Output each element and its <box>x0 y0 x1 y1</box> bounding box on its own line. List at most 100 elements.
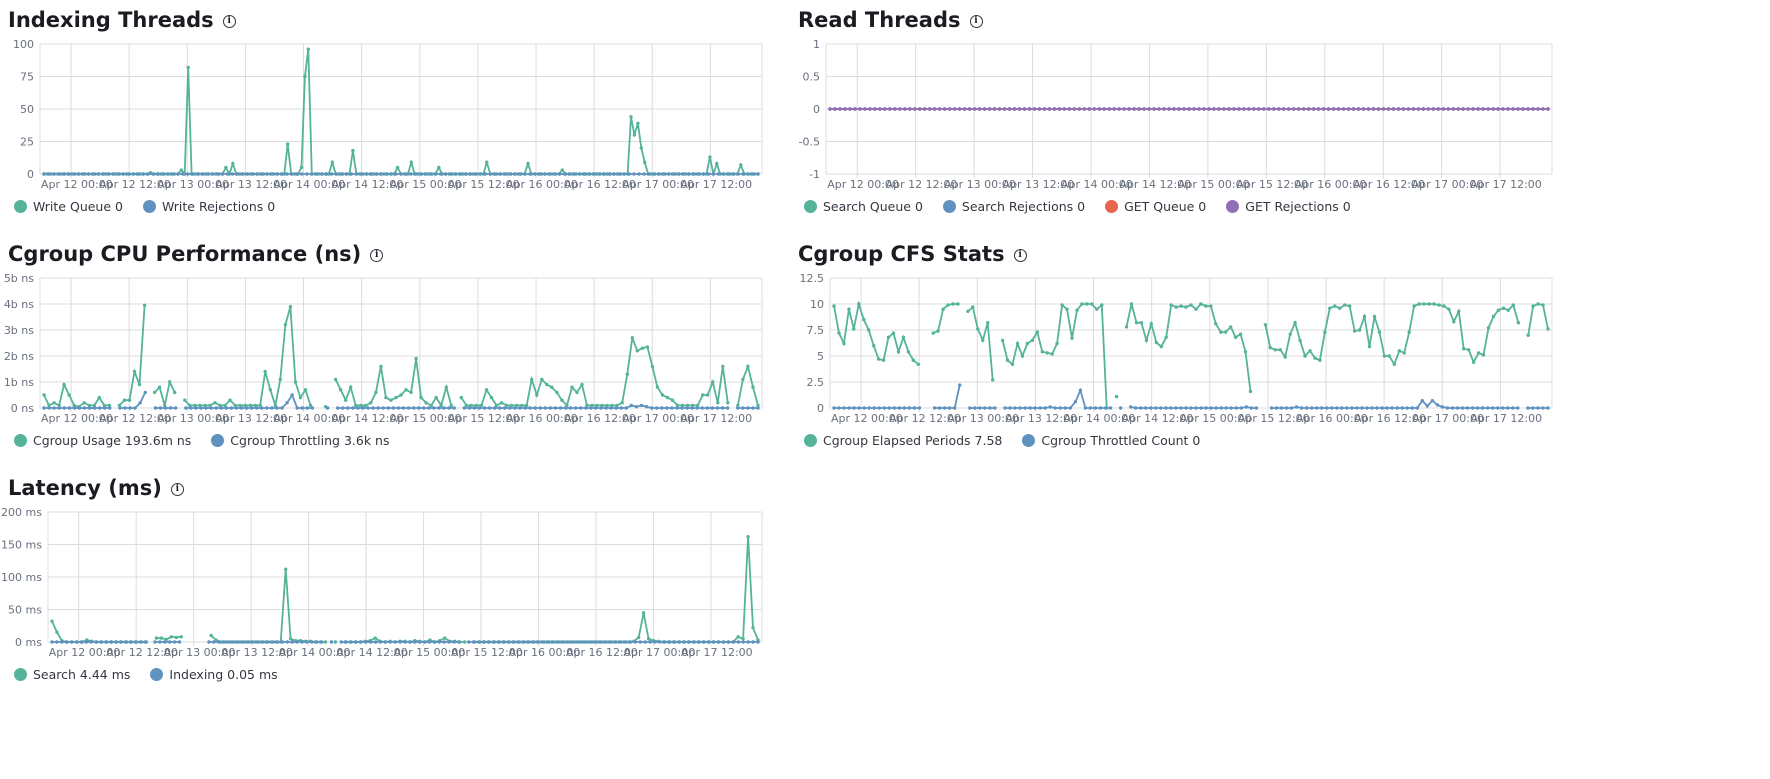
data-point <box>1521 107 1525 111</box>
x-tick-label: Apr 15 00:00 <box>1178 178 1250 191</box>
data-point <box>478 172 482 176</box>
legend-item[interactable]: Indexing 0.05 ms <box>150 667 278 682</box>
data-point <box>168 380 172 384</box>
info-icon[interactable]: i <box>170 482 184 496</box>
data-point <box>244 406 249 410</box>
x-tick-label: Apr 16 12:00 <box>566 646 638 659</box>
data-point <box>1149 406 1153 410</box>
info-icon[interactable]: i <box>222 14 236 28</box>
y-tick-label: 12.5 <box>800 272 825 285</box>
data-point <box>288 304 293 309</box>
legend-item[interactable]: Search 4.44 ms <box>14 667 130 682</box>
data-point <box>97 395 102 400</box>
legend-item[interactable]: Write Queue 0 <box>14 199 123 214</box>
x-tick-label: Apr 13 12:00 <box>215 412 287 425</box>
data-point <box>833 107 837 111</box>
data-point <box>1350 406 1354 410</box>
data-point <box>907 406 912 410</box>
data-point <box>653 640 657 644</box>
data-point <box>344 640 348 644</box>
data-point <box>1299 406 1304 410</box>
y-tick-label: 25 <box>20 136 34 149</box>
data-point <box>506 640 510 644</box>
data-point <box>708 155 712 159</box>
data-point <box>255 406 259 410</box>
data-point <box>1012 107 1017 111</box>
data-point <box>592 172 597 176</box>
cgroup-cfs-legend: Cgroup Elapsed Periods 7.58 Cgroup Thrott… <box>804 433 1200 448</box>
data-point <box>658 640 662 644</box>
legend-item[interactable]: Cgroup Throttled Count 0 <box>1022 433 1200 448</box>
legend-item[interactable]: GET Rejections 0 <box>1226 199 1351 214</box>
data-point <box>1139 406 1143 410</box>
data-point <box>584 406 588 410</box>
data-point <box>1546 406 1550 410</box>
data-point <box>1365 406 1369 410</box>
data-point <box>275 406 279 410</box>
info-icon[interactable]: i <box>370 248 384 262</box>
data-point <box>437 406 441 410</box>
data-point <box>1000 338 1005 343</box>
data-point <box>560 398 564 402</box>
data-point <box>229 406 234 410</box>
cgroup-cpu-legend: Cgroup Usage 193.6m ns Cgroup Throttling … <box>14 433 389 448</box>
data-point <box>1117 107 1121 111</box>
data-point <box>146 172 150 176</box>
data-point <box>86 172 91 176</box>
data-point <box>1242 107 1246 111</box>
legend-item[interactable]: Cgroup Usage 193.6m ns <box>14 433 191 448</box>
data-point <box>627 172 631 176</box>
data-point <box>47 172 51 176</box>
data-point <box>997 107 1002 111</box>
data-point <box>1441 107 1445 111</box>
data-point <box>106 172 111 176</box>
data-point <box>1467 348 1471 352</box>
data-point <box>1511 303 1515 307</box>
data-point <box>204 406 208 410</box>
data-point <box>887 406 891 410</box>
data-point <box>1147 107 1151 111</box>
data-point <box>248 403 252 408</box>
data-point <box>469 403 474 408</box>
data-point <box>943 107 947 111</box>
data-point <box>310 172 314 176</box>
info-icon[interactable]: i <box>1013 248 1027 262</box>
data-point <box>199 406 203 410</box>
data-point <box>1092 107 1096 111</box>
legend-color-dot <box>1105 200 1119 213</box>
y-tick-label: 0 <box>27 168 34 181</box>
latency-panel: Latency (ms) i 200 ms 150 ms 100 ms 50 ms 0 ms… <box>1 474 878 724</box>
legend-item[interactable]: Search Rejections 0 <box>942 199 1085 214</box>
legend-item[interactable]: GET Queue 0 <box>1105 199 1206 214</box>
legend-item[interactable]: Cgroup Throttling 3.6k ns <box>211 433 389 448</box>
data-point <box>1189 303 1193 307</box>
data-point <box>1102 107 1106 111</box>
data-point <box>1415 406 1419 410</box>
data-point <box>526 161 530 166</box>
legend-item[interactable]: Search Queue 0 <box>804 199 923 214</box>
data-point <box>320 172 324 176</box>
legend-item[interactable]: Write Rejections 0 <box>142 199 275 214</box>
info-icon[interactable]: i <box>969 14 983 28</box>
latency-title: Latency (ms) i <box>8 474 184 502</box>
y-tick-label: 7.5 <box>807 324 825 337</box>
data-point <box>1541 107 1545 111</box>
data-point <box>103 406 107 410</box>
data-point <box>513 172 517 176</box>
data-point <box>300 406 304 410</box>
data-point <box>707 640 711 644</box>
data-point <box>721 172 725 176</box>
data-point <box>305 172 309 176</box>
x-tick-label: Apr 17 12:00 <box>680 412 752 425</box>
data-point <box>1219 330 1223 334</box>
data-point <box>1233 335 1238 339</box>
y-tick-label: 0 <box>817 402 824 415</box>
data-point <box>660 406 664 410</box>
data-point <box>132 369 137 374</box>
data-point <box>741 406 745 410</box>
data-point <box>1294 405 1299 409</box>
data-point <box>1531 107 1535 111</box>
data-point <box>52 172 56 176</box>
legend-item[interactable]: Cgroup Elapsed Periods 7.58 <box>804 433 1002 448</box>
data-point <box>637 172 641 176</box>
